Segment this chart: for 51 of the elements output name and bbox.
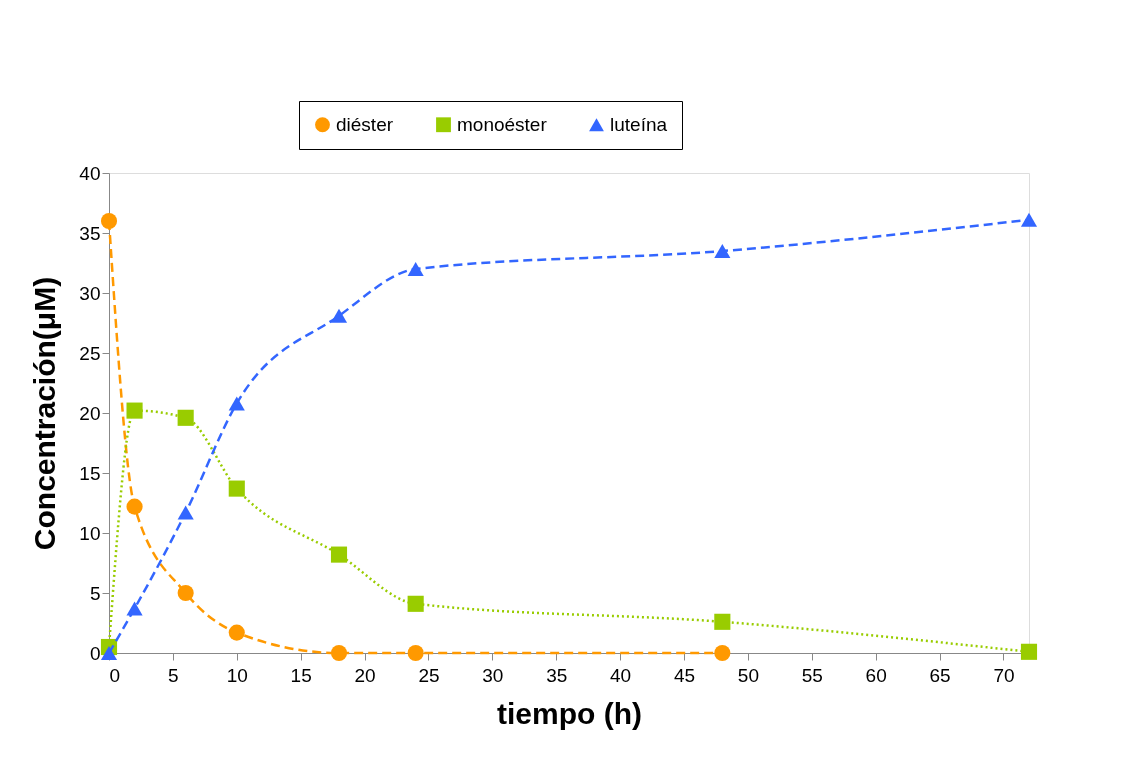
point: [714, 244, 731, 258]
x-tick-label: 50: [737, 664, 759, 686]
point: [126, 402, 143, 419]
y-tick-label: 20: [79, 402, 101, 424]
point: [100, 212, 118, 230]
point: [1020, 643, 1038, 660]
x-tick-label: 15: [290, 664, 312, 686]
y-axis-title: Concentración(μM): [28, 276, 62, 551]
x-tick-label: 5: [168, 664, 179, 686]
y-tick-label: 15: [79, 462, 101, 484]
y-tick-label: 0: [89, 642, 101, 664]
y-tick-label: 35: [79, 222, 101, 244]
y-tick-label: 10: [79, 522, 101, 544]
x-tick-label: 55: [801, 664, 823, 686]
x-tick-label: 40: [610, 664, 632, 686]
point: [714, 644, 731, 662]
y-tick-label: 40: [79, 162, 101, 184]
x-tick-label: 45: [673, 664, 696, 686]
legend-label: monoéster: [457, 113, 548, 135]
point: [177, 584, 194, 602]
y-tick-label: 5: [89, 582, 101, 604]
point: [330, 644, 348, 662]
x-tick-label: 20: [354, 664, 376, 686]
y-tick-label: 30: [79, 282, 101, 304]
x-tick-label: 65: [929, 664, 951, 686]
point: [330, 308, 348, 323]
x-tick-label: 0: [109, 664, 121, 686]
x-tick-label: 60: [865, 664, 887, 686]
point: [407, 595, 424, 612]
point: [100, 646, 118, 660]
x-tick-label: 25: [418, 664, 440, 686]
point: [126, 601, 143, 616]
legend-label: luteína: [610, 113, 668, 135]
point: [228, 396, 245, 411]
point: [177, 409, 194, 426]
point: [228, 624, 245, 641]
point: [1020, 212, 1038, 227]
x-axis-title: tiempo (h): [497, 696, 642, 730]
point: [228, 480, 245, 497]
legend-label: diéster: [336, 113, 394, 135]
point: [714, 613, 731, 630]
point: [407, 644, 424, 662]
point: [177, 505, 194, 520]
point: [330, 546, 348, 563]
x-tick-label: 30: [482, 664, 504, 686]
x-tick-label: 70: [993, 664, 1015, 686]
point: [126, 498, 143, 515]
x-tick-label: 10: [226, 664, 248, 686]
point: [407, 262, 424, 276]
y-tick-label: 25: [79, 342, 101, 364]
x-tick-label: 35: [546, 664, 568, 686]
